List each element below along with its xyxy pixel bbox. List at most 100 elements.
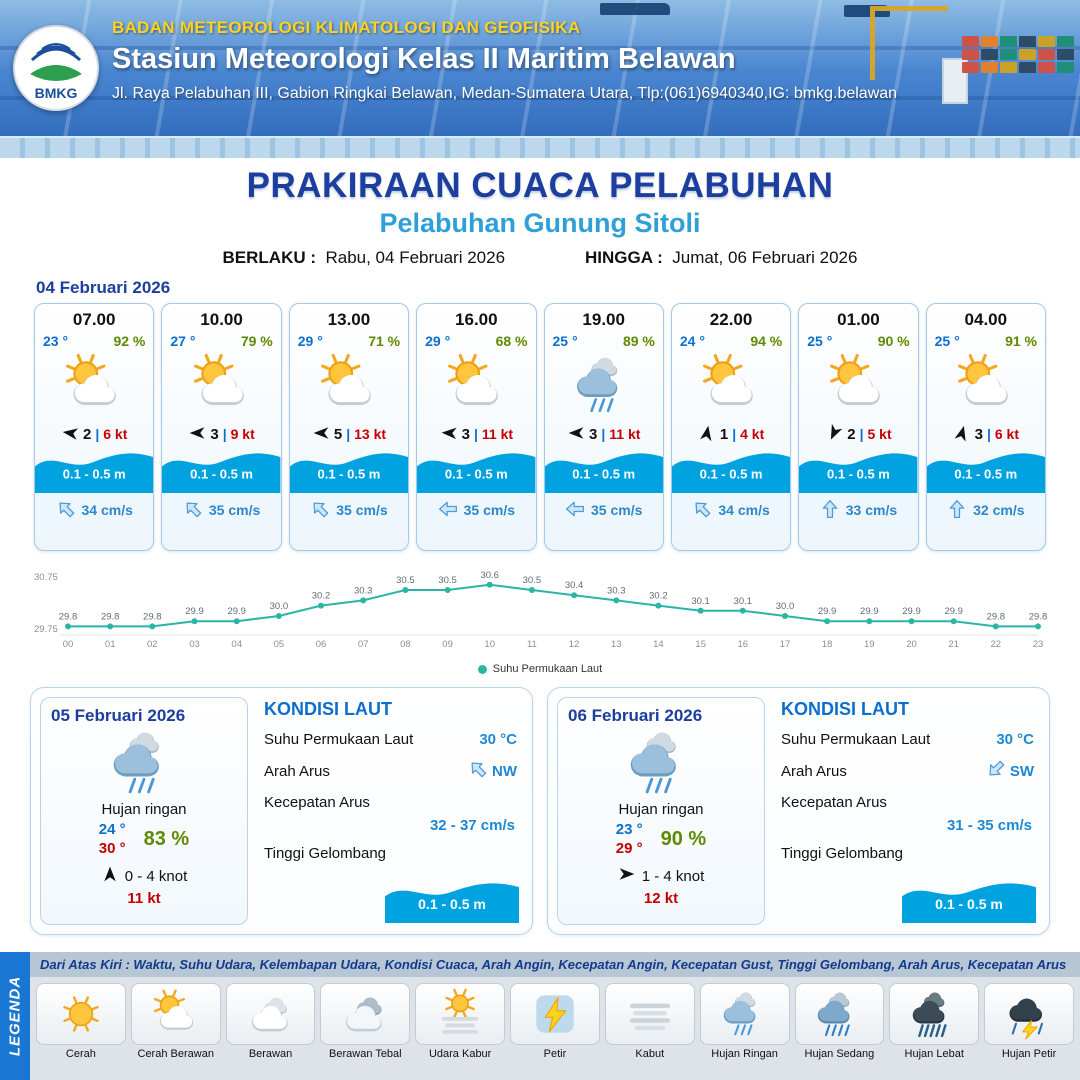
card-temp-humidity: 29 ° 68 % [417,330,535,349]
day2-wind: 0 - 4 knot [101,865,187,887]
day2-date: 05 Februari 2026 [51,706,186,725]
svg-text:30.2: 30.2 [649,591,668,602]
berlaku-value: Rabu, 04 Februari 2026 [325,248,506,267]
header-text: BADAN METEOROLOGI KLIMATOLOGI DAN GEOFIS… [112,18,1072,103]
legend-label: Berawan [248,1048,293,1060]
crane-art [870,6,948,80]
card-wave-height: 0.1 - 0.5 m [544,447,663,493]
weather-icon-cerah-berawan [162,349,280,421]
legend-label: Hujan Sedang [804,1048,875,1060]
wind-speed: 3 [210,425,219,443]
card-wave-height: 0.1 - 0.5 m [162,447,281,493]
wind-arrow-icon [567,424,585,445]
card-humidity: 68 % [495,333,528,349]
wind-speed: 3 [461,425,470,443]
svg-text:30.5: 30.5 [438,575,457,586]
day3-temp-min: 23 ° [615,821,643,838]
weather-icon-cerah-berawan [417,349,535,421]
header: BMKG BADAN METEOROLOGI KLIMATOLOGI DAN G… [0,0,1080,158]
page-title: PRAKIRAAN CUACA PELABUHAN [246,166,834,205]
svg-text:29.8: 29.8 [1029,611,1048,622]
station-address: Jl. Raya Pelabuhan III, Gabion Ringkai B… [112,85,898,102]
svg-text:29.9: 29.9 [944,606,963,617]
wind-arrow-icon [825,423,843,445]
wind-arrow-icon [698,424,716,445]
waiting-seats-art [0,136,1080,158]
berlaku: BERLAKU : Rabu, 04 Februari 2026 [223,248,506,268]
current-speed: 34 cm/s [718,502,770,518]
svg-text:30.0: 30.0 [776,601,795,612]
card-current: 35 cm/s [289,493,409,527]
svg-text:30.75: 30.75 [34,572,58,583]
glass-facade-art [0,0,1080,158]
legend-label: Berawan Tebal [329,1048,402,1060]
svg-text:29.9: 29.9 [185,606,204,617]
legend-item-kabut: Kabut [604,983,695,1060]
hingga: HINGGA : Jumat, 06 Februari 2026 [585,248,857,268]
wind-arrow-icon [440,424,458,445]
wind-speed: 3 [588,425,598,443]
current-speed: 32 cm/s [973,502,1025,518]
card-temp-humidity: 25 ° 91 % [927,330,1045,349]
card-wave-height: 0.1 - 0.5 m [926,447,1045,493]
svg-text:18: 18 [822,639,833,650]
wave-row: Tinggi Gelombang [264,845,517,862]
gust-speed: 6 kt [994,426,1019,442]
legend-label: Cerah [65,1048,96,1060]
svg-text:17: 17 [780,639,791,650]
current-speed-row: Kecepatan Arus [781,794,1034,811]
wind-speed: 2 [82,425,92,443]
current-speed-value: 31 - 35 cm/s [946,817,1032,834]
card-temperature: 25 ° [807,333,833,349]
svg-text:03: 03 [189,639,200,650]
card-time: 10.00 [200,310,243,329]
day3-date: 06 Februari 2026 [568,706,703,725]
legend-item-hujan-lebat: Hujan Lebat [889,983,980,1060]
forecast-card-22.00: 22.00 24 ° 94 % 1 | 4 kt 0.1 - 0.5 m 34 cm/s [670,303,792,551]
legenda-strip: LEGENDA [0,952,30,1080]
weather-icon-cerah-berawan [672,349,790,421]
hujan-lebat-icon [889,983,980,1045]
svg-text:14: 14 [653,639,664,650]
svg-text:29.9: 29.9 [902,606,921,617]
gust-speed: 11 kt [481,426,514,442]
legend-item-hujan-petir: Hujan Petir [984,983,1074,1060]
svg-text:29.9: 29.9 [860,606,879,617]
svg-text:30.5: 30.5 [523,575,542,586]
svg-text:29.75: 29.75 [34,624,58,635]
wave-label: Tinggi Gelombang [781,845,904,862]
current-dir-label: Arah Arus [264,762,330,780]
legend-item-hujan-ringan: Hujan Ringan [699,983,790,1060]
current-speed-row: Kecepatan Arus [264,794,517,811]
card-humidity: 92 % [113,333,146,349]
current-dir-row: Arah Arus NW [264,759,517,783]
container-stack-art [962,36,1074,73]
card-wind: 1 | 4 kt [672,421,790,447]
current-dir-value: SW [986,759,1034,783]
current-arrow-icon [310,499,330,522]
card-temp-humidity: 24 ° 94 % [672,330,790,349]
petir-icon [510,983,600,1045]
svg-text:13: 13 [611,639,622,650]
card-temp-humidity: 25 ° 90 % [799,330,917,349]
wind-arrow-icon [618,865,636,887]
day2-gust: 11 kt [127,890,161,907]
card-current: 34 cm/s [671,493,791,527]
gust-speed: 13 kt [354,426,387,442]
wave-height-graphic: 0.1 - 0.5 m [385,877,519,923]
kabut-icon [604,983,695,1045]
card-wave-height: 0.1 - 0.5 m [289,447,409,493]
gust-speed: 4 kt [740,426,765,442]
sea-title: KONDISI LAUT [781,699,909,719]
day1-date-label: 04 Februari 2026 [36,278,171,297]
svg-text:29.8: 29.8 [101,611,120,622]
sst-row: Suhu Permukaan Laut 30 °C [781,731,1034,748]
current-arrow-icon [438,499,458,522]
berawan-tebal-icon [320,983,411,1045]
current-dir-value: NW [468,759,517,783]
forecast-card-07.00: 07.00 23 ° 92 % 2 | 6 kt 0.1 - 0.5 m 34 cm/s [34,303,155,551]
card-temperature: 24 ° [679,333,705,349]
chart-legend-label: Suhu Permukaan Laut [492,663,603,675]
wave-row: Tinggi Gelombang [781,845,1034,862]
current-arrow-icon [468,759,488,783]
